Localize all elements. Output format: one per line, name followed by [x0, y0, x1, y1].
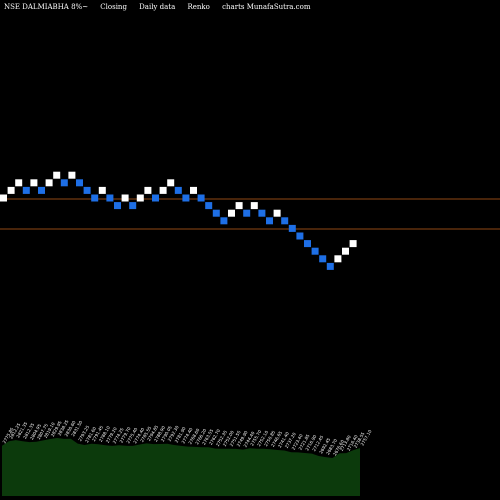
renko-brick-up [235, 202, 243, 210]
renko-brick-up [228, 209, 235, 217]
source-label: charts MunafaSutra.com [222, 3, 311, 11]
symbol-label: NSE DALMIABHA 8%~ [4, 3, 89, 11]
renko-brick-down [258, 209, 266, 217]
renko-brick-up [15, 179, 23, 187]
renko-brick-down [326, 262, 334, 270]
renko-brick-up [250, 202, 258, 210]
renko-brick-up [136, 194, 144, 202]
renko-brick-up [159, 186, 167, 194]
renko-brick-up [190, 186, 197, 194]
renko-bricks [0, 171, 357, 270]
renko-brick-down [91, 194, 99, 202]
renko-brick-down [220, 217, 228, 225]
renko-brick-down [106, 194, 114, 202]
renko-brick-up [273, 209, 281, 217]
renko-brick-up [144, 186, 152, 194]
renko-brick-down [22, 186, 30, 194]
renko-brick-up [7, 186, 15, 194]
renko-brick-down [296, 232, 304, 240]
renko-brick-up [53, 171, 61, 179]
renko-brick-down [174, 186, 182, 194]
volume-area [2, 438, 360, 496]
renko-brick-up [68, 171, 76, 179]
renko-brick-down [38, 186, 45, 194]
renko-brick-down [311, 247, 319, 255]
renko-brick-down [243, 209, 251, 217]
renko-brick-down [288, 224, 296, 232]
renko-brick-up [121, 194, 129, 202]
renko-brick-up [30, 179, 38, 187]
volume-fill [2, 438, 360, 496]
level-lines [0, 198, 500, 230]
renko-brick-down [197, 194, 205, 202]
price-type-label: Closing [100, 3, 127, 11]
chart-kind-label: Renko [187, 3, 210, 11]
renko-brick-up [349, 240, 357, 248]
renko-brick-down [152, 194, 159, 202]
renko-brick-down [266, 217, 273, 225]
renko-brick-down [182, 194, 190, 202]
renko-brick-up [334, 255, 342, 263]
renko-brick-down [304, 240, 311, 248]
renko-brick-down [205, 202, 213, 210]
renko-brick-up [0, 194, 7, 202]
renko-brick-down [319, 255, 327, 263]
frequency-label: Daily data [139, 3, 176, 11]
renko-brick-up [98, 186, 106, 194]
renko-brick-down [212, 209, 220, 217]
renko-brick-down [281, 217, 289, 225]
renko-brick-up [45, 179, 53, 187]
volume-labels: 2775.852812.252821.352812.352804.952807.… [2, 419, 373, 457]
renko-brick-down [76, 179, 83, 187]
chart-title-bar: NSE DALMIABHA 8%~ Closing Daily data Ren… [4, 3, 320, 11]
renko-brick-down [60, 179, 68, 187]
renko-brick-up [167, 179, 175, 187]
renko-brick-down [83, 186, 91, 194]
renko-brick-down [114, 202, 121, 210]
renko-brick-up [342, 247, 349, 255]
renko-brick-down [129, 202, 137, 210]
